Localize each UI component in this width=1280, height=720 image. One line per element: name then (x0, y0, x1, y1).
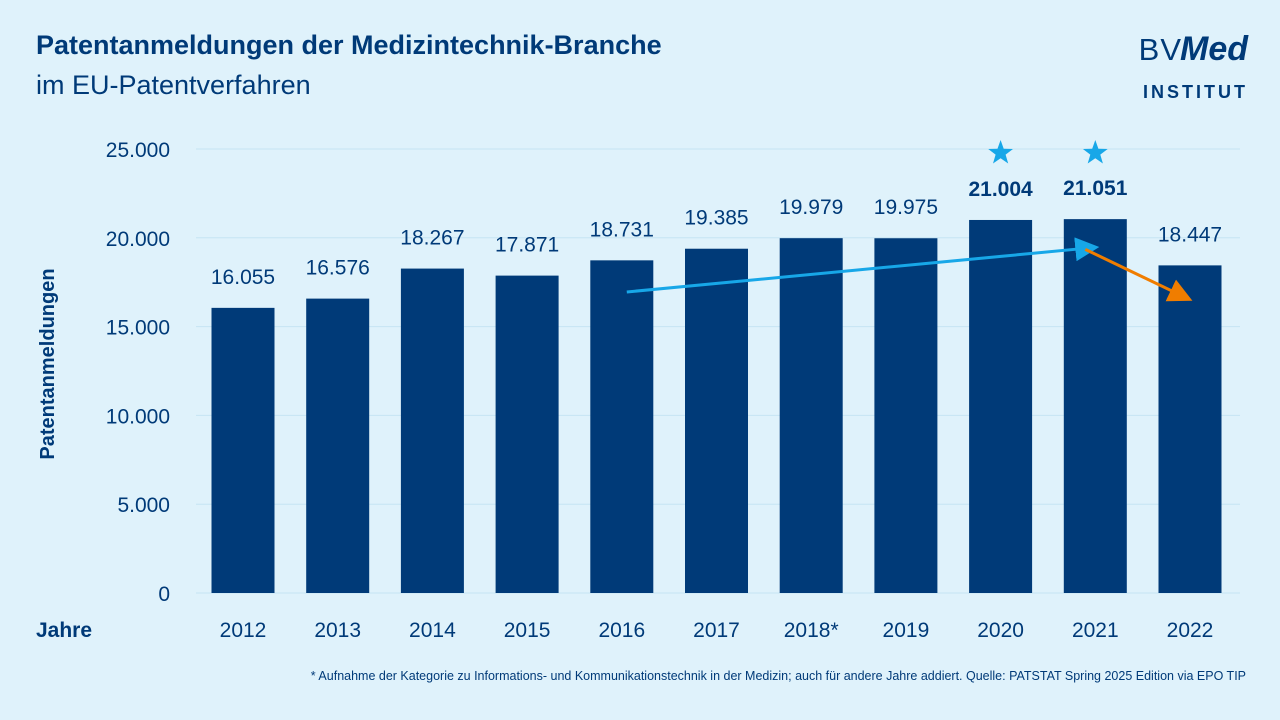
bar (1158, 265, 1222, 593)
x-tick-label: 2016 (598, 619, 645, 642)
bar (306, 298, 370, 593)
y-tick-label: 25.000 (106, 139, 170, 162)
data-label: 18.731 (590, 218, 654, 241)
bvmed-logo: BVMed INSTITUT (1118, 30, 1248, 104)
bar (590, 260, 654, 593)
x-tick-label: 2019 (883, 619, 930, 642)
x-tick-label: 2022 (1167, 619, 1214, 642)
footnote: * Aufnahme der Kategorie zu Informations… (310, 669, 1246, 683)
data-label: 21.004 (968, 178, 1033, 201)
logo-institut-text: INSTITUT (1143, 82, 1248, 102)
bar (779, 238, 843, 593)
data-label: 16.576 (306, 257, 370, 280)
x-axis-label: Jahre (36, 619, 92, 642)
y-tick-label: 20.000 (106, 228, 170, 251)
logo-bv-text: BV (1138, 32, 1182, 67)
trend-arrow-up (626, 237, 1100, 294)
star-icon (1082, 140, 1108, 164)
data-label: 17.871 (495, 234, 559, 257)
star-icon (988, 140, 1013, 164)
bar (685, 248, 748, 593)
logo-wordmark: BVMed (1139, 30, 1248, 69)
x-tick-label: 2013 (314, 619, 361, 642)
data-label: 19.979 (779, 196, 843, 219)
data-label: 18.267 (400, 227, 464, 250)
x-tick-label: 2018* (784, 619, 839, 642)
data-label: 19.975 (874, 196, 938, 219)
y-axis-label: Patentanmeldungen (37, 268, 59, 459)
y-tick-label: 15.000 (106, 317, 170, 340)
x-tick-label: 2021 (1072, 619, 1119, 642)
bar (874, 238, 938, 593)
x-tick-label: 2017 (693, 619, 740, 642)
bar (1063, 219, 1127, 593)
data-label: 19.385 (684, 207, 748, 230)
bar (211, 307, 275, 593)
y-tick-label: 10.000 (106, 405, 170, 428)
x-tick-label: 2015 (504, 619, 551, 642)
data-label: 16.055 (211, 266, 275, 289)
data-label: 18.447 (1158, 223, 1222, 246)
bar (969, 219, 1033, 593)
trend-arrow-down (1084, 247, 1193, 302)
bar (400, 268, 464, 593)
x-tick-label: 2014 (409, 619, 456, 642)
logo-med-text: Med (1180, 30, 1248, 68)
data-label: 21.051 (1063, 177, 1128, 200)
bar (495, 275, 559, 593)
x-tick-label: 2012 (220, 619, 267, 642)
chart-subtitle: im EU-Patentverfahren (36, 70, 311, 100)
y-tick-label: 0 (158, 583, 170, 606)
x-tick-label: 2020 (977, 619, 1024, 642)
y-tick-label: 5.000 (117, 494, 170, 517)
chart-title: Patentanmeldungen der Medizintechnik-Bra… (36, 30, 662, 60)
